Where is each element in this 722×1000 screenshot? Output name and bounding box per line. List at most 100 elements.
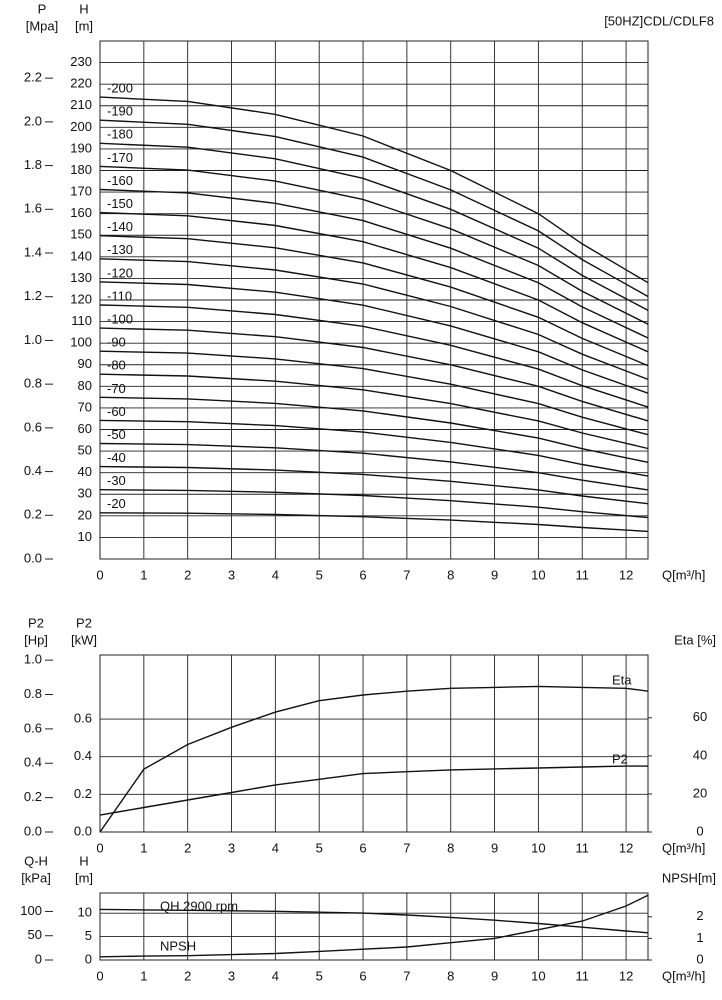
x-tick-label: 2	[184, 968, 191, 983]
y3-tick-label: 2.0	[24, 113, 42, 128]
curve	[99, 465, 649, 505]
y2-tick-label: 1	[696, 930, 703, 945]
x-tick-label: 9	[491, 567, 498, 582]
x-tick-label: 0	[96, 567, 103, 582]
y-axis-title: H	[79, 1, 88, 16]
y-tick-label: 0.4	[74, 748, 92, 763]
y3-tick-label: 0.6	[24, 720, 42, 735]
y3-tick-label: 1.6	[24, 201, 42, 216]
y3-tick-label: 1.8	[24, 157, 42, 172]
curve-label: -20	[107, 496, 126, 511]
curve	[99, 350, 649, 436]
x-axis-label: Q[m³/h]	[662, 968, 705, 983]
curve-label: QH 2900 rpm	[160, 898, 238, 913]
y3-tick-label: 0.6	[24, 419, 42, 434]
y-axis-title: [Mpa]	[26, 18, 59, 33]
curve-label: -140	[107, 219, 133, 234]
x-tick-label: 11	[575, 567, 589, 582]
x-tick-label: 12	[619, 567, 633, 582]
x-tick-label: 2	[184, 567, 191, 582]
curve-label: -130	[107, 242, 133, 257]
y-axis-title: Q-H	[24, 853, 48, 868]
x-tick-label: 5	[316, 968, 323, 983]
curve	[99, 489, 649, 519]
curve-label: -150	[107, 196, 133, 211]
y-axis-title: [kW]	[71, 632, 97, 647]
x-tick-label: 1	[140, 968, 147, 983]
y-tick-label: 100	[70, 335, 92, 350]
x-tick-label: 6	[359, 840, 366, 855]
curve	[99, 235, 649, 367]
curve-label: -170	[107, 150, 133, 165]
curve	[99, 281, 649, 394]
curve-label: -40	[107, 450, 126, 465]
y2-axis-title: Eta [%]	[674, 632, 716, 647]
curve	[99, 894, 649, 958]
y2-tick-label: 20	[693, 785, 707, 800]
curve-label: -70	[107, 381, 126, 396]
y3-tick-label: 0.0	[24, 550, 42, 565]
curve	[99, 165, 649, 325]
y-tick-label: 0.6	[74, 710, 92, 725]
x-tick-label: 8	[447, 968, 454, 983]
curve	[99, 908, 649, 934]
y-tick-label: 50	[78, 443, 92, 458]
curve	[99, 96, 649, 284]
y-axis-title: [m]	[75, 870, 93, 885]
x-tick-label: 5	[316, 840, 323, 855]
y3-tick-label: 0.8	[24, 376, 42, 391]
y-tick-label: 160	[70, 205, 92, 220]
y3-tick-label: 1.0	[24, 332, 42, 347]
x-tick-label: 3	[228, 840, 235, 855]
y-tick-label: 10	[78, 905, 92, 920]
y3-tick-label: 0.8	[24, 686, 42, 701]
curve-label: -100	[107, 311, 133, 326]
y-tick-label: 190	[70, 140, 92, 155]
y-tick-label: 150	[70, 227, 92, 242]
y-axis-title: P2	[76, 615, 92, 630]
y-tick-label: 200	[70, 119, 92, 134]
curve-label: Eta	[612, 672, 632, 687]
x-tick-label: 11	[575, 968, 589, 983]
y-tick-label: 80	[78, 378, 92, 393]
y-axis-title: [kPa]	[21, 870, 51, 885]
curve-label: -180	[107, 127, 133, 142]
y3-tick-label: 0.2	[24, 789, 42, 804]
curve	[99, 512, 649, 533]
y-tick-label: 180	[70, 162, 92, 177]
curve-label: NPSH	[160, 938, 196, 953]
x-tick-label: 2	[184, 840, 191, 855]
x-tick-label: 9	[491, 840, 498, 855]
x-tick-label: 0	[96, 968, 103, 983]
curve	[99, 211, 649, 353]
plot-frame	[99, 654, 649, 833]
y3-tick-label: 100	[20, 903, 42, 918]
y-tick-label: 10	[78, 529, 92, 544]
x-tick-label: 11	[575, 840, 589, 855]
curve	[99, 373, 649, 450]
curve	[99, 419, 649, 477]
y-tick-label: 140	[70, 248, 92, 263]
x-axis-label: Q[m³/h]	[662, 567, 705, 582]
y-tick-label: 230	[70, 54, 92, 69]
y-axis-title: P	[38, 1, 47, 16]
y-tick-label: 110	[71, 313, 92, 328]
y3-tick-label: 1.0	[24, 652, 42, 667]
y-tick-label: 5	[85, 928, 92, 943]
curve	[99, 442, 649, 491]
y3-tick-label: 0.4	[24, 463, 42, 478]
x-tick-label: 10	[531, 567, 545, 582]
curve	[99, 396, 649, 463]
y-tick-label: 0.0	[74, 823, 92, 838]
x-tick-label: 6	[359, 567, 366, 582]
y-tick-label: 120	[70, 291, 92, 306]
x-tick-label: 6	[359, 968, 366, 983]
curve-label: -60	[107, 404, 126, 419]
x-tick-label: 0	[96, 840, 103, 855]
y-tick-label: 60	[78, 421, 92, 436]
curve	[99, 188, 649, 339]
x-tick-label: 10	[531, 968, 545, 983]
y-tick-label: 130	[70, 270, 92, 285]
y-tick-label: 210	[70, 97, 92, 112]
